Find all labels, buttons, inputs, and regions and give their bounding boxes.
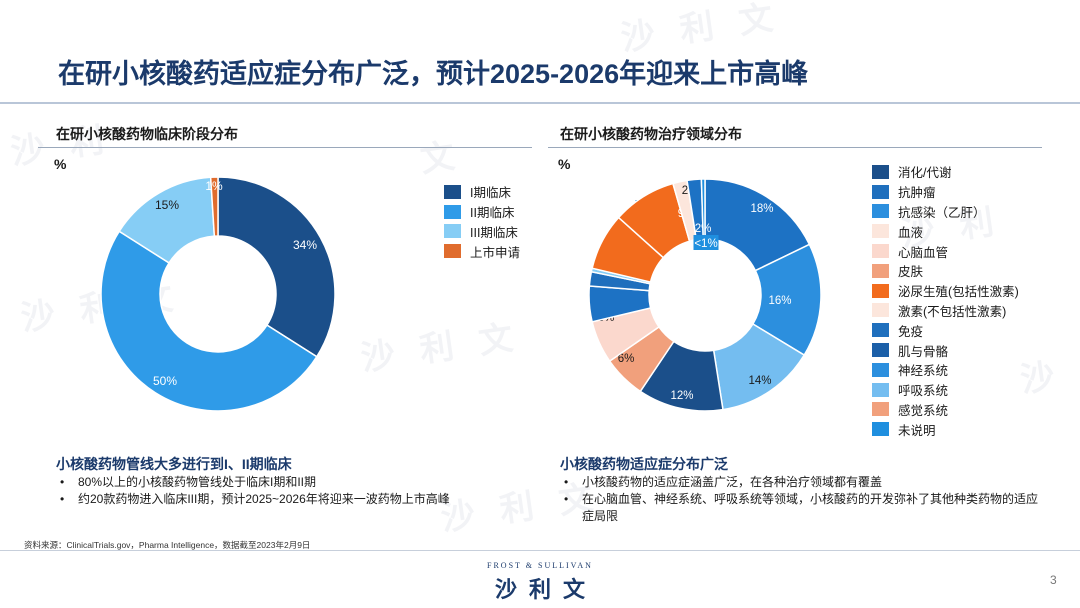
slice-label-4: 12% bbox=[670, 390, 693, 402]
right-legend-item: 免疫 bbox=[872, 320, 1019, 340]
right-legend-item: 神经系统 bbox=[872, 360, 1019, 380]
legend-swatch bbox=[872, 263, 889, 278]
legend-label: 激素(不包括性激素) bbox=[898, 304, 1007, 319]
right-chart-legend: 消化/代谢抗肿瘤抗感染（乙肝） 血液心脑血管皮肤泌尿生殖(包括性激素) 激素(不包括… bbox=[872, 162, 1019, 439]
right-legend-item: 消化/代谢 bbox=[872, 162, 1019, 182]
donut-slice-1 bbox=[217, 176, 336, 358]
logo-english: FROST & SULLIVAN bbox=[487, 561, 593, 570]
slice-label-3: 15% bbox=[155, 198, 179, 212]
slice-label-1: 18% bbox=[750, 203, 773, 215]
legend-label: 肌与骨骼 bbox=[898, 344, 949, 359]
right-chart-title: 在研小核酸药物治疗领域分布 bbox=[560, 126, 742, 142]
right-unit-label: % bbox=[558, 156, 571, 172]
right-summary-bullets: 小核酸药物的适应症涵盖广泛，在各种治疗领域都有覆盖 在心脑血管、神经系统、呼吸系… bbox=[560, 474, 1040, 525]
legend-swatch bbox=[872, 224, 889, 239]
left-legend-item: III期临床 bbox=[444, 222, 520, 242]
legend-label: III期临床 bbox=[470, 225, 518, 240]
right-legend-item: 抗肿瘤 bbox=[872, 182, 1019, 202]
title-divider bbox=[0, 102, 1080, 104]
legend-swatch bbox=[444, 224, 461, 239]
left-legend-item: I期临床 bbox=[444, 182, 520, 202]
legend-label: 上市申请 bbox=[470, 245, 521, 260]
legend-label: 心脑血管 bbox=[898, 245, 949, 260]
right-summary-heading: 小核酸药物适应症分布广泛 bbox=[560, 456, 728, 472]
right-legend-item: 血液 bbox=[872, 221, 1019, 241]
legend-label: I期临床 bbox=[470, 186, 511, 201]
right-legend-item: 心脑血管 bbox=[872, 241, 1019, 261]
legend-label: 呼吸系统 bbox=[898, 384, 949, 399]
legend-label: 血液 bbox=[898, 225, 924, 240]
donut-slice-4 bbox=[209, 176, 219, 237]
left-legend-item: II期临床 bbox=[444, 202, 520, 222]
legend-swatch bbox=[444, 184, 461, 199]
legend-swatch bbox=[872, 402, 889, 417]
slice-label-1: 34% bbox=[293, 238, 317, 252]
left-bullet: 80%以上的小核酸药物管线处于临床I期和II期 bbox=[56, 474, 526, 491]
legend-label: 抗肿瘤 bbox=[898, 186, 936, 201]
left-bullet: 约20款药物进入临床III期，预计2025~2026年将迎来一波药物上市高峰 bbox=[56, 491, 526, 508]
legend-label: 免疫 bbox=[898, 324, 924, 339]
donut-slice-2 bbox=[100, 230, 318, 412]
right-bullet: 在心脑血管、神经系统、呼吸系统等领域，小核酸药的开发弥补了其他种类药物的适应症局… bbox=[560, 491, 1040, 525]
right-legend-item: 肌与骨骼 bbox=[872, 340, 1019, 360]
left-unit-label: % bbox=[54, 156, 67, 172]
legend-swatch bbox=[872, 422, 889, 437]
slice-label-14-box bbox=[693, 235, 719, 250]
right-bullet: 小核酸药物的适应症涵盖广泛，在各种治疗领域都有覆盖 bbox=[560, 474, 1040, 491]
slice-label-2: 16% bbox=[768, 295, 791, 307]
source-note: 资料来源：ClinicalTrials.gov，Pharma Intellige… bbox=[24, 540, 311, 550]
right-legend-item: 抗感染（乙肝） bbox=[872, 202, 1019, 222]
slice-label-6: 6% bbox=[618, 353, 635, 365]
page-number: 3 bbox=[1050, 573, 1057, 587]
slice-label-2: 50% bbox=[153, 374, 177, 388]
legend-swatch bbox=[872, 343, 889, 358]
right-legend-item: 感觉系统 bbox=[872, 400, 1019, 420]
legend-swatch bbox=[872, 204, 889, 219]
legend-label: II期临床 bbox=[470, 206, 515, 221]
right-legend-item: 未说明 bbox=[872, 419, 1019, 439]
legend-swatch bbox=[872, 244, 889, 259]
legend-label: 抗感染（乙肝） bbox=[898, 205, 986, 220]
legend-swatch bbox=[872, 184, 889, 199]
legend-label: 神经系统 bbox=[898, 364, 949, 379]
logo-chinese: 沙利文 bbox=[494, 577, 597, 602]
left-panel-divider bbox=[38, 147, 532, 148]
slice-label-4: 1% bbox=[205, 179, 223, 193]
legend-swatch bbox=[872, 164, 889, 179]
slice-label-3: 14% bbox=[748, 375, 771, 387]
legend-label: 未说明 bbox=[898, 423, 936, 438]
right-legend-item: 呼吸系统 bbox=[872, 380, 1019, 400]
legend-label: 感觉系统 bbox=[898, 403, 949, 418]
slice-label-14: <1% bbox=[694, 238, 717, 250]
left-chart-legend: I期临床 II期临床 III期临床 上市申请 bbox=[444, 182, 520, 261]
legend-swatch bbox=[872, 283, 889, 298]
legend-swatch bbox=[872, 323, 889, 338]
footer-divider bbox=[0, 550, 1080, 551]
legend-swatch bbox=[872, 303, 889, 318]
page-title: 在研小核酸药适应症分布广泛，预计2025-2026年迎来上市高峰 bbox=[58, 59, 809, 89]
left-summary-heading: 小核酸药物管线大多进行到I、II期临床 bbox=[56, 456, 292, 472]
legend-label: 泌尿生殖(包括性激素) bbox=[898, 285, 1019, 300]
right-legend-item: 皮肤 bbox=[872, 261, 1019, 281]
right-panel-divider bbox=[548, 147, 1042, 148]
legend-swatch bbox=[872, 362, 889, 377]
right-legend-item: 激素(不包括性激素) bbox=[872, 301, 1019, 321]
frost-sullivan-logo: FROST & SULLIVAN 沙利文 bbox=[440, 561, 640, 604]
legend-label: 皮肤 bbox=[898, 265, 924, 280]
legend-swatch bbox=[444, 244, 461, 259]
legend-swatch bbox=[444, 204, 461, 219]
right-legend-item: 泌尿生殖(包括性激素) bbox=[872, 281, 1019, 301]
legend-label: 消化/代谢 bbox=[898, 166, 952, 181]
legend-swatch bbox=[872, 382, 889, 397]
left-summary-bullets: 80%以上的小核酸药物管线处于临床I期和II期 约20款药物进入临床III期，预… bbox=[56, 474, 526, 508]
left-chart-title: 在研小核酸药物临床阶段分布 bbox=[56, 126, 238, 142]
left-legend-item: 上市申请 bbox=[444, 241, 520, 261]
